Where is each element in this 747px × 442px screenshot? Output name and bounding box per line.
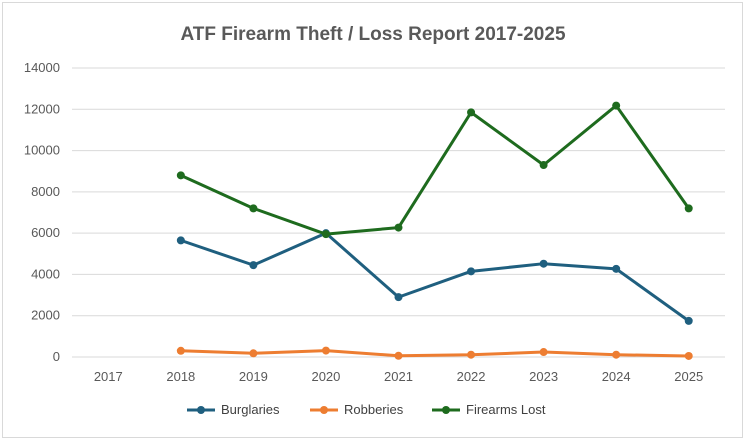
- x-tick-label: 2023: [529, 369, 558, 384]
- data-point: [394, 351, 403, 360]
- chart-title: ATF Firearm Theft / Loss Report 2017-202…: [180, 24, 565, 45]
- y-axis-ticks: 0 2000 4000 6000 8000 10000 12000 14000: [24, 60, 60, 364]
- y-tick-label: 14000: [24, 60, 60, 75]
- series-line-firearms-lost: [180, 104, 690, 236]
- chart-frame: [2, 2, 743, 438]
- x-tick-label: 2021: [384, 369, 413, 384]
- x-tick-label: 2025: [674, 369, 703, 384]
- data-point: [467, 267, 476, 276]
- legend: Burglaries Robberies Firearms Lost: [187, 402, 546, 417]
- data-point: [176, 236, 185, 245]
- data-point: [684, 316, 693, 325]
- data-point: [321, 230, 330, 239]
- y-tick-label: 8000: [31, 184, 60, 199]
- x-tick-label: 2017: [94, 369, 123, 384]
- data-point: [612, 264, 621, 273]
- data-point: [684, 351, 693, 360]
- series-line-robberies: [180, 349, 689, 358]
- y-tick-label: 2000: [31, 308, 60, 323]
- x-tick-label: 2019: [239, 369, 268, 384]
- x-tick-label: 2018: [166, 369, 195, 384]
- legend-item: Firearms Lost: [432, 402, 546, 417]
- series-firearms-lost: [176, 101, 693, 239]
- series-robberies: [176, 346, 693, 360]
- y-tick-label: 4000: [31, 266, 60, 281]
- y-tick-label: 6000: [31, 225, 60, 240]
- legend-item: Burglaries: [187, 402, 280, 417]
- data-point: [249, 204, 258, 213]
- x-axis-ticks: 2017 2018 2019 2020 2021 2022 2023 2024 2025: [94, 369, 703, 384]
- legend-label: Burglaries: [221, 402, 280, 417]
- x-tick-label: 2020: [311, 369, 340, 384]
- x-tick-label: 2022: [457, 369, 486, 384]
- gridlines: [72, 67, 725, 358]
- series-lines: [176, 101, 693, 360]
- data-point: [612, 101, 621, 110]
- legend-marker: [197, 406, 205, 414]
- data-point: [394, 223, 403, 232]
- series-burglaries: [176, 229, 693, 325]
- x-tick-label: 2024: [602, 369, 631, 384]
- data-point: [539, 161, 548, 170]
- legend-marker: [320, 406, 328, 414]
- data-point: [176, 171, 185, 180]
- data-point: [467, 108, 476, 117]
- data-point: [249, 261, 258, 270]
- legend-marker: [442, 406, 450, 414]
- data-point: [684, 204, 693, 213]
- data-point: [539, 348, 548, 357]
- data-point: [249, 349, 258, 358]
- data-point: [467, 350, 476, 359]
- legend-label: Robberies: [344, 402, 404, 417]
- series-line-burglaries: [180, 231, 690, 323]
- data-point: [176, 346, 185, 355]
- legend-label: Firearms Lost: [466, 402, 546, 417]
- data-point: [539, 259, 548, 268]
- data-point: [394, 293, 403, 302]
- y-tick-label: 10000: [24, 143, 60, 158]
- y-tick-label: 12000: [24, 101, 60, 116]
- data-point: [321, 346, 330, 355]
- legend-item: Robberies: [310, 402, 404, 417]
- y-tick-label: 0: [53, 349, 60, 364]
- data-point: [612, 350, 621, 359]
